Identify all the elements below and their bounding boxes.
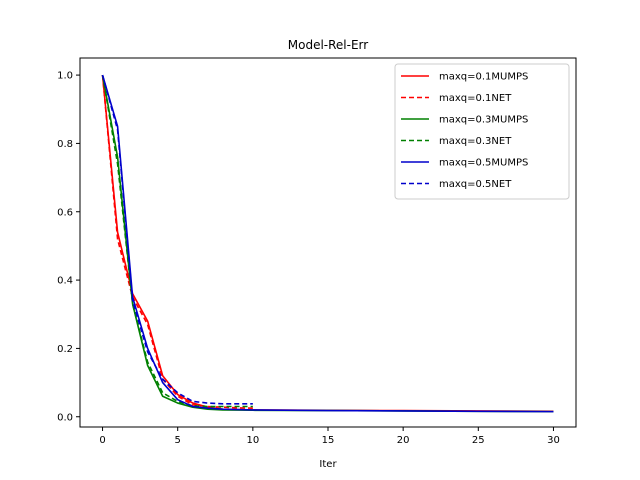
legend-label: maxq=0.3NET (439, 136, 512, 147)
x-tick-label: 5 (175, 435, 181, 446)
plot-area (101, 74, 554, 413)
legend-box (394, 63, 570, 200)
legend-label: maxq=0.1NET (439, 93, 512, 104)
chart-title: Model-Rel-Err (288, 38, 369, 52)
y-tick-label: 0.8 (57, 139, 73, 150)
y-tick-label: 0.6 (57, 207, 73, 218)
y-tick-label: 0.4 (57, 276, 73, 287)
x-tick-label: 10 (246, 435, 259, 446)
x-tick-label: 0 (99, 435, 105, 446)
legend-label: maxq=0.1MUMPS (439, 72, 528, 83)
series-line (101, 74, 253, 408)
legend: maxq=0.1MUMPS maxq=0.1NET maxq=0.3MUMPS max… (394, 63, 570, 200)
x-tick-label: 20 (397, 435, 410, 446)
x-axis-label: Iter (319, 459, 337, 470)
legend-label: maxq=0.3MUMPS (439, 115, 528, 126)
series-line (101, 74, 253, 405)
x-tick-label: 25 (472, 435, 485, 446)
series-line (101, 75, 253, 410)
y-tick-label: 0.2 (57, 344, 73, 355)
y-tick-label: 1.0 (57, 71, 73, 82)
series-line (101, 74, 554, 413)
x-tick-label: 15 (322, 435, 335, 446)
legend-label: maxq=0.5NET (439, 179, 512, 190)
y-tick-label: 0.0 (57, 412, 73, 423)
axis-ticks: 0 5 10 15 20 25 30 0.0 0.2 0.4 0.6 0.8 1.0 (57, 71, 560, 446)
x-tick-label: 30 (547, 435, 560, 446)
legend-label: maxq=0.5MUMPS (439, 158, 528, 169)
